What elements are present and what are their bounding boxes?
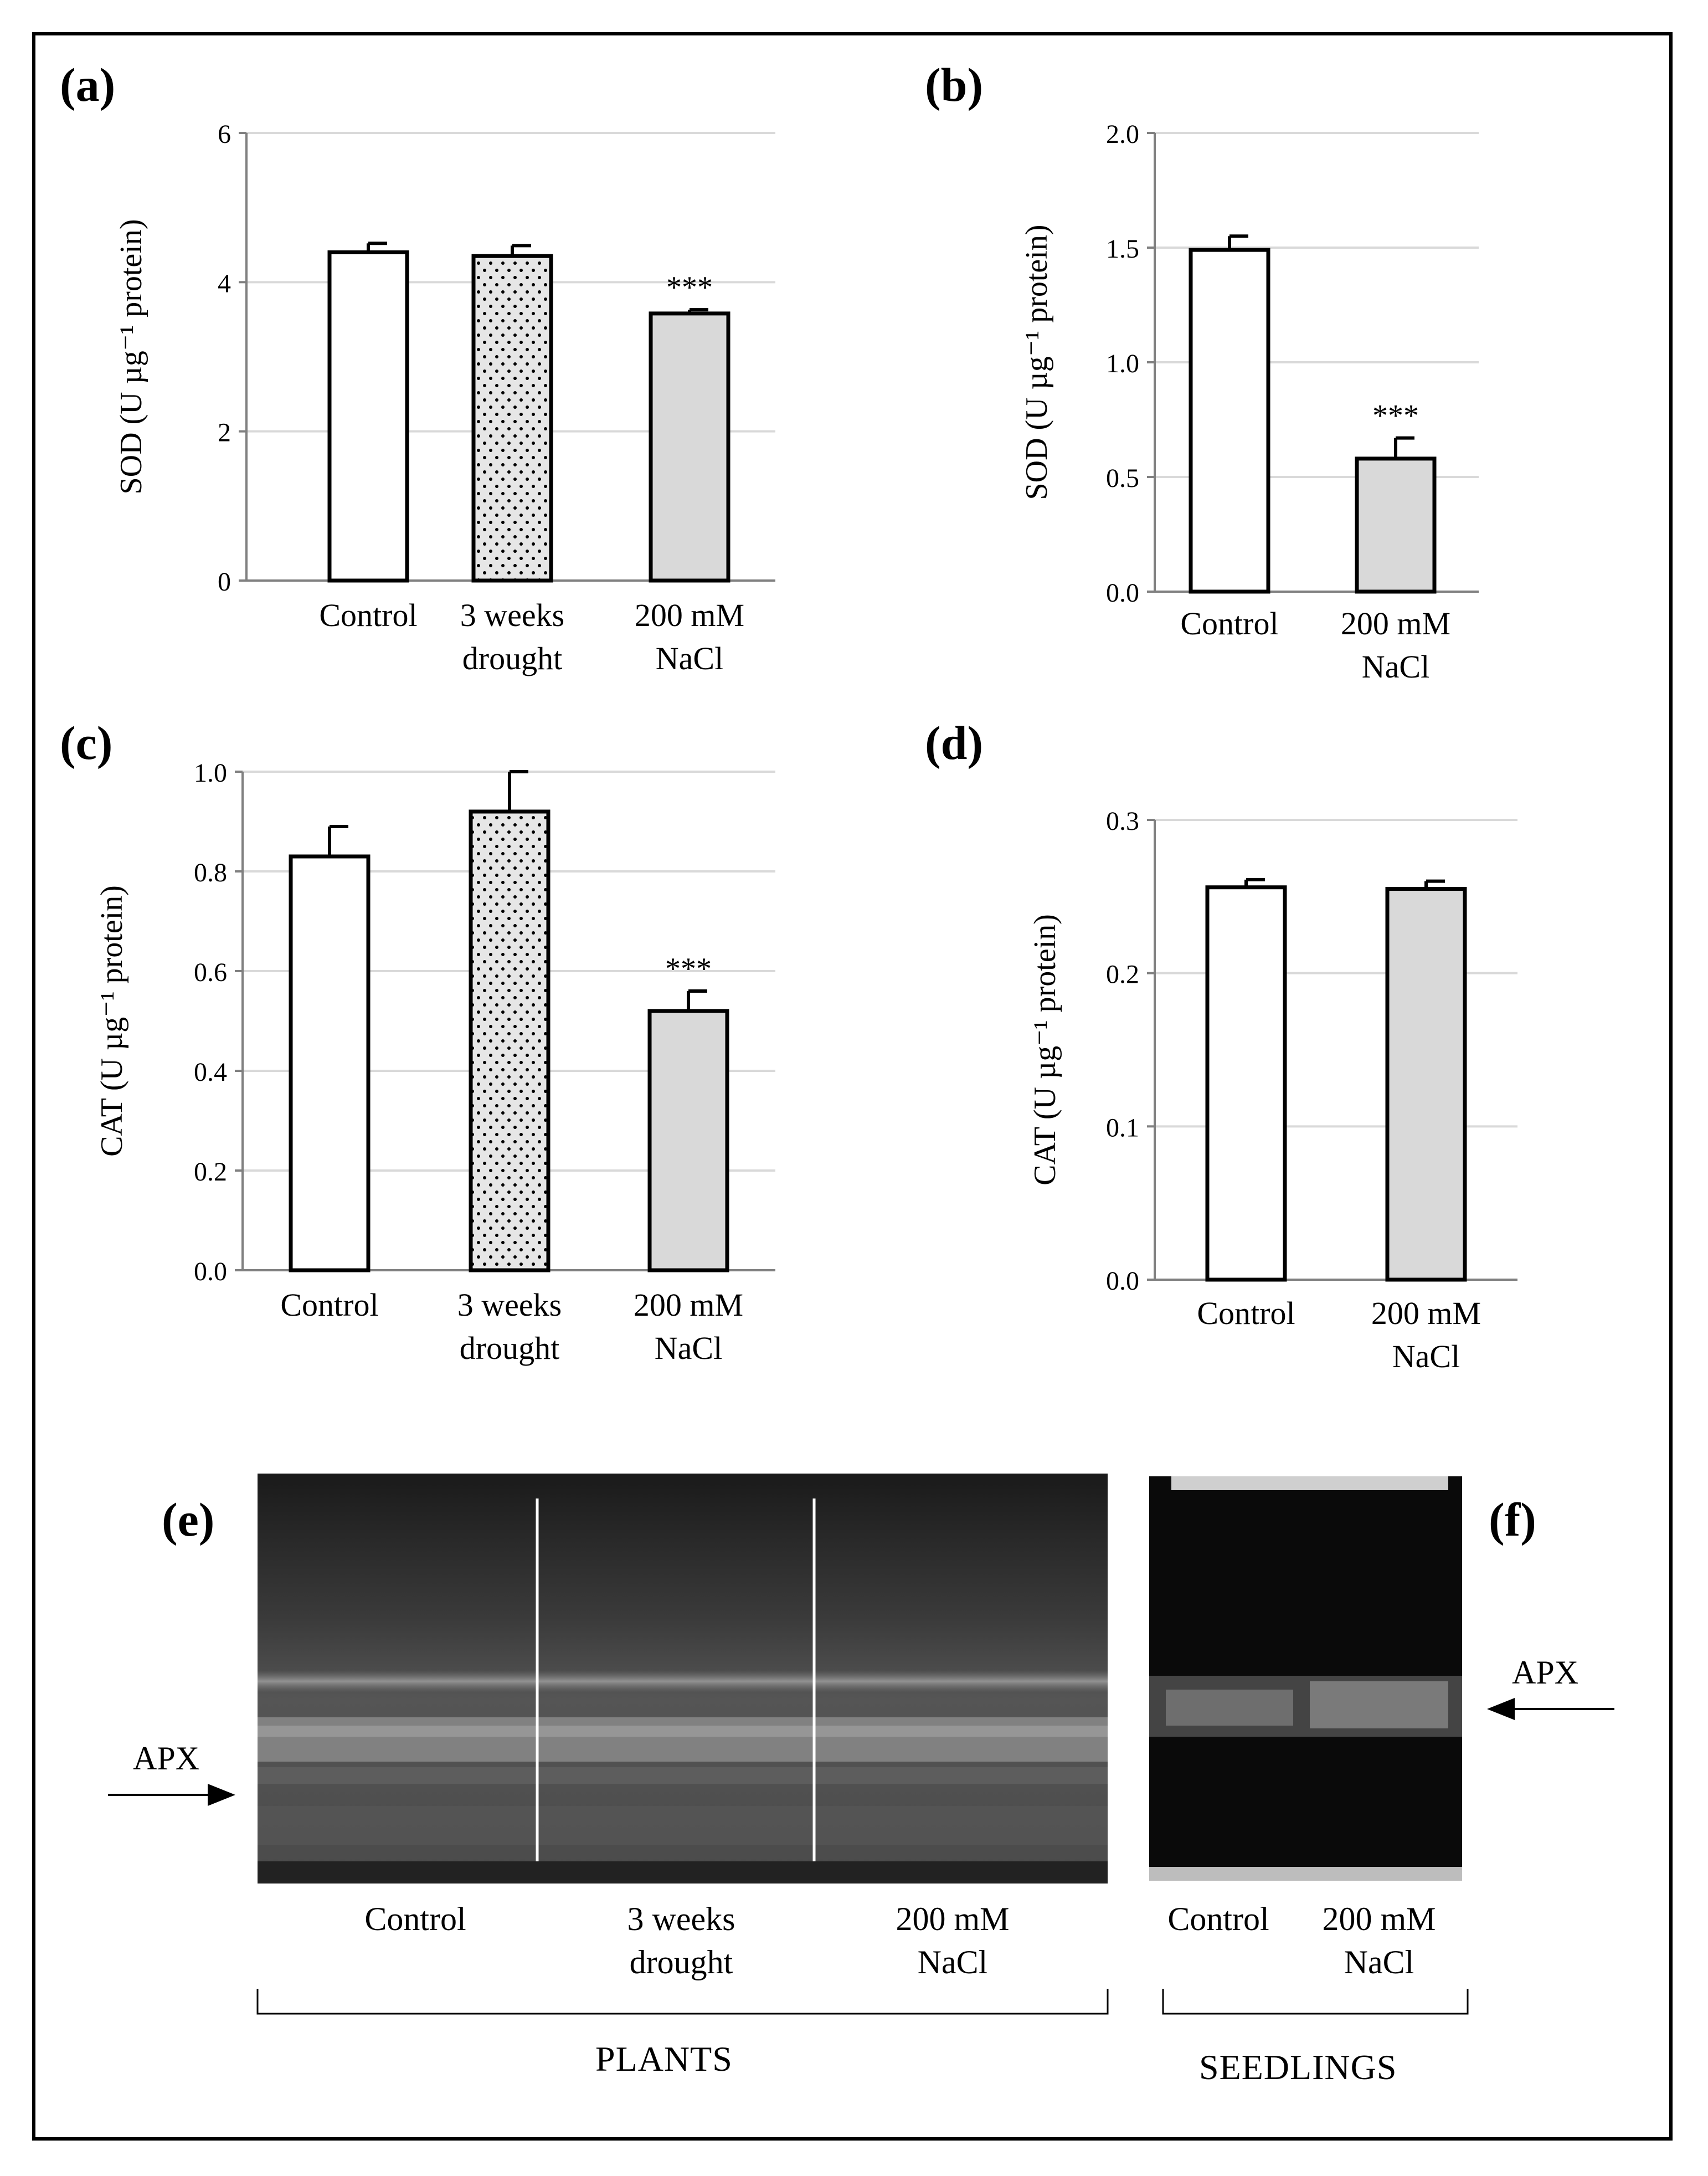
- lane-label-nacl-seedlings: 200 mM NaCl: [1322, 1901, 1436, 1980]
- y-tick-label: 0.2: [194, 1157, 227, 1187]
- category-label: 3 weeks: [457, 1287, 562, 1323]
- y-tick-label: 0.0: [1106, 1266, 1139, 1296]
- significance-label: ***: [666, 270, 713, 305]
- lane-label-control-seedlings: Control: [1167, 1901, 1269, 1937]
- category-label: Control: [319, 597, 417, 633]
- y-tick-label: 0.0: [194, 1257, 227, 1286]
- gel-image-seedlings: [1149, 1476, 1462, 1881]
- group-label-plants: PLANTS: [595, 2039, 733, 2079]
- category-label: Control: [1180, 605, 1278, 641]
- gel-image-plants: [258, 1474, 1108, 1884]
- y-tick-label: 0.3: [1106, 807, 1139, 836]
- category-label: 200 mM: [1371, 1295, 1481, 1331]
- y-axis-label: SOD (U µg⁻¹ protein): [1020, 225, 1054, 500]
- figure-frame: [32, 32, 1673, 2141]
- category-label: 200 mM: [635, 597, 744, 633]
- y-tick-label: 6: [218, 120, 231, 149]
- significance-label: ***: [1372, 399, 1419, 433]
- category-label: 200 mM: [634, 1287, 743, 1323]
- panel-label-c: (c): [60, 716, 113, 769]
- y-tick-label: 2: [218, 418, 231, 448]
- y-tick-label: 1.0: [194, 758, 227, 788]
- panel-label-a: (a): [60, 58, 116, 111]
- arrow-right-icon: [108, 1784, 235, 1806]
- bar: [289, 854, 371, 1272]
- bar: [1189, 248, 1270, 594]
- bracket-plants: [256, 1989, 1109, 2015]
- bar: [647, 1009, 729, 1272]
- arrow-left-icon: [1487, 1698, 1614, 1720]
- y-tick-label: 1.0: [1106, 349, 1139, 378]
- y-tick-label: 0.6: [194, 958, 227, 987]
- significance-label: ***: [665, 952, 712, 986]
- y-tick-label: 0.2: [1106, 960, 1139, 989]
- category-label: drought: [462, 640, 562, 676]
- category-label: drought: [460, 1330, 559, 1366]
- apx-label-seedlings: APX: [1512, 1654, 1579, 1691]
- y-axis-label: CAT (U µg⁻¹ protein): [1028, 914, 1062, 1185]
- y-tick-label: 0.4: [194, 1058, 227, 1087]
- panel-label-b: (b): [925, 58, 984, 111]
- y-tick-label: 0.1: [1106, 1113, 1139, 1142]
- y-tick-label: 0.8: [194, 858, 227, 887]
- bar: [1205, 885, 1287, 1282]
- lane-label-control-plants: Control: [364, 1901, 466, 1937]
- category-label: NaCl: [1362, 649, 1429, 685]
- category-label: 200 mM: [1341, 605, 1450, 641]
- bar: [327, 250, 409, 583]
- group-label-seedlings: SEEDLINGS: [1199, 2047, 1397, 2087]
- bar: [649, 311, 730, 583]
- lane-label-drought-plants: 3 weeks drought: [627, 1901, 735, 1980]
- panel-label-f: (f): [1489, 1493, 1536, 1546]
- lane-label-nacl-plants: 200 mM NaCl: [896, 1901, 1010, 1980]
- category-label: NaCl: [1392, 1338, 1460, 1374]
- y-tick-label: 0: [218, 567, 231, 597]
- bar: [1355, 456, 1437, 594]
- category-label: Control: [280, 1287, 378, 1323]
- category-label: NaCl: [655, 1330, 722, 1366]
- y-tick-label: 4: [218, 269, 231, 298]
- category-label: Control: [1197, 1295, 1295, 1331]
- bar: [471, 254, 553, 583]
- y-tick-label: 0.0: [1106, 578, 1139, 608]
- y-axis-label: CAT (U µg⁻¹ protein): [95, 885, 129, 1157]
- panel-label-d: (d): [925, 716, 984, 769]
- bar: [469, 809, 551, 1272]
- y-axis-label: SOD (U µg⁻¹ protein): [114, 219, 148, 495]
- apx-label-plants: APX: [133, 1740, 200, 1777]
- y-tick-label: 1.5: [1106, 234, 1139, 264]
- y-tick-label: 2.0: [1106, 120, 1139, 149]
- y-tick-label: 0.5: [1106, 464, 1139, 493]
- panel-label-e: (e): [162, 1493, 215, 1546]
- category-label: NaCl: [656, 640, 723, 676]
- bar: [1385, 887, 1467, 1282]
- category-label: 3 weeks: [460, 597, 564, 633]
- bracket-seedlings: [1162, 1989, 1469, 2015]
